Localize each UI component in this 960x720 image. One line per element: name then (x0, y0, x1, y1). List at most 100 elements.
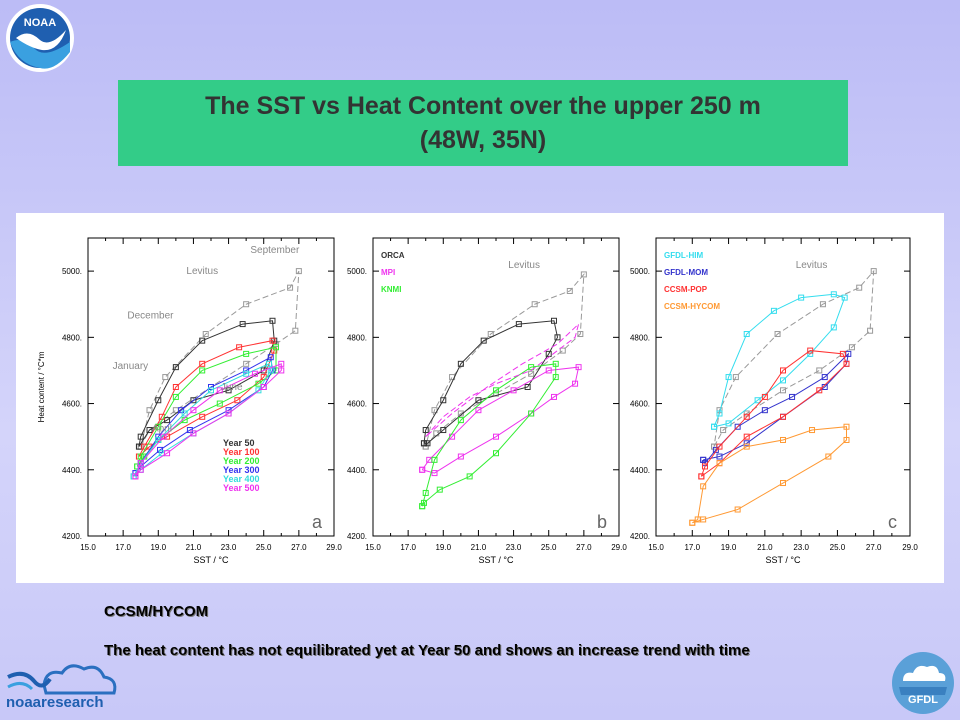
y-tick-label: 5000. (630, 267, 650, 276)
data-point (199, 337, 206, 344)
data-point (701, 463, 708, 470)
x-tick-label: 27.0 (291, 543, 307, 552)
data-point (716, 410, 723, 417)
x-axis-label: SST / °C (479, 555, 514, 565)
data-point (743, 331, 750, 338)
data-point (419, 503, 426, 510)
data-point (789, 393, 796, 400)
data-point (774, 331, 781, 338)
data-point (164, 450, 171, 457)
data-point (436, 486, 443, 493)
data-point (295, 268, 302, 275)
y-tick-label: 5000. (347, 267, 367, 276)
data-point (780, 436, 786, 443)
legend-entry: CCSM-HYCOM (664, 302, 720, 311)
data-point (255, 380, 262, 387)
legend-entry: Year 50 (223, 438, 255, 448)
x-tick-label: 15.0 (80, 543, 96, 552)
slide-title: The SST vs Heat Content over the upper 2… (118, 80, 848, 166)
legend-entry: Year 100 (223, 447, 260, 457)
x-tick-label: 21.0 (186, 543, 202, 552)
series-line-year-500 (134, 363, 282, 477)
series-line-year-50 (138, 320, 275, 447)
data-point (843, 360, 850, 367)
chart-panel-b: 15.0 17.0 19.0 21.0 23.0 25.0 27.0 29.0 4200. 440… (347, 237, 627, 565)
x-tick-label: 25.0 (541, 543, 557, 552)
plot-frame (655, 237, 911, 537)
data-point (420, 499, 427, 506)
data-point (816, 387, 823, 394)
data-point (243, 370, 250, 377)
legend-entry: CCSM-POP (664, 285, 708, 294)
data-point (780, 377, 786, 384)
annotation: April (152, 424, 172, 435)
y-tick-label: 4600. (347, 400, 367, 409)
title-line-2: (48W, 35N) (419, 126, 547, 154)
x-tick-label: 19.0 (150, 543, 166, 552)
data-point (698, 473, 705, 480)
data-point (292, 327, 299, 334)
data-point (761, 393, 768, 400)
data-point (199, 360, 206, 367)
data-point (457, 453, 464, 460)
annotation: September (250, 245, 300, 256)
data-point (466, 473, 473, 480)
annotation: June (221, 382, 243, 393)
data-point (172, 364, 179, 371)
series-line-unnamed (425, 322, 580, 438)
series-line-levitus (140, 270, 300, 447)
data-point (422, 427, 429, 434)
data-point (267, 354, 274, 361)
data-point (225, 387, 232, 394)
data-point (208, 387, 214, 394)
data-point (422, 443, 429, 450)
x-tick-label: 23.0 (221, 543, 237, 552)
data-point (146, 427, 153, 434)
data-point (528, 364, 535, 371)
x-tick-label: 25.0 (830, 543, 846, 552)
data-point (780, 387, 786, 394)
data-point (422, 489, 429, 496)
data-point (440, 427, 447, 434)
data-point (545, 350, 552, 357)
data-point (457, 360, 464, 367)
data-point (720, 427, 727, 434)
data-point (510, 387, 517, 394)
data-point (807, 347, 814, 354)
chart-figure: 15.0 17.0 19.0 21.0 23.0 25.0 27.0 29.0 4200. 440… (16, 213, 944, 583)
data-point (725, 374, 732, 381)
data-point (239, 321, 246, 328)
data-point (870, 268, 877, 275)
data-point (528, 370, 535, 377)
data-point (181, 410, 188, 417)
data-point (278, 367, 285, 374)
series-line-ccsm-pop (700, 350, 848, 477)
data-point (487, 331, 494, 338)
data-point (137, 460, 144, 467)
data-point (734, 506, 741, 513)
series-line-gfdl-him (713, 293, 846, 428)
data-point (770, 307, 777, 314)
data-point (273, 344, 280, 351)
data-point (493, 450, 499, 457)
x-tick-label: 29.0 (611, 543, 627, 552)
annotation: January (113, 361, 149, 372)
data-point (780, 413, 786, 420)
series-line-ccsm-hycom (692, 426, 847, 524)
data-point (754, 397, 761, 404)
x-tick-label: 19.0 (435, 543, 451, 552)
data-point (577, 331, 584, 338)
x-tick-label: 27.0 (576, 543, 592, 552)
data-point (199, 413, 206, 420)
data-point (716, 460, 723, 467)
note-title: CCSM/HYCOM (104, 603, 209, 620)
data-point (190, 430, 197, 437)
data-point (243, 350, 250, 357)
data-point (716, 443, 723, 450)
panel-label: a (312, 512, 323, 532)
data-point (798, 294, 805, 301)
data-point (255, 387, 262, 394)
x-tick-label: 21.0 (471, 543, 487, 552)
data-point (287, 284, 294, 291)
data-point (475, 407, 482, 414)
